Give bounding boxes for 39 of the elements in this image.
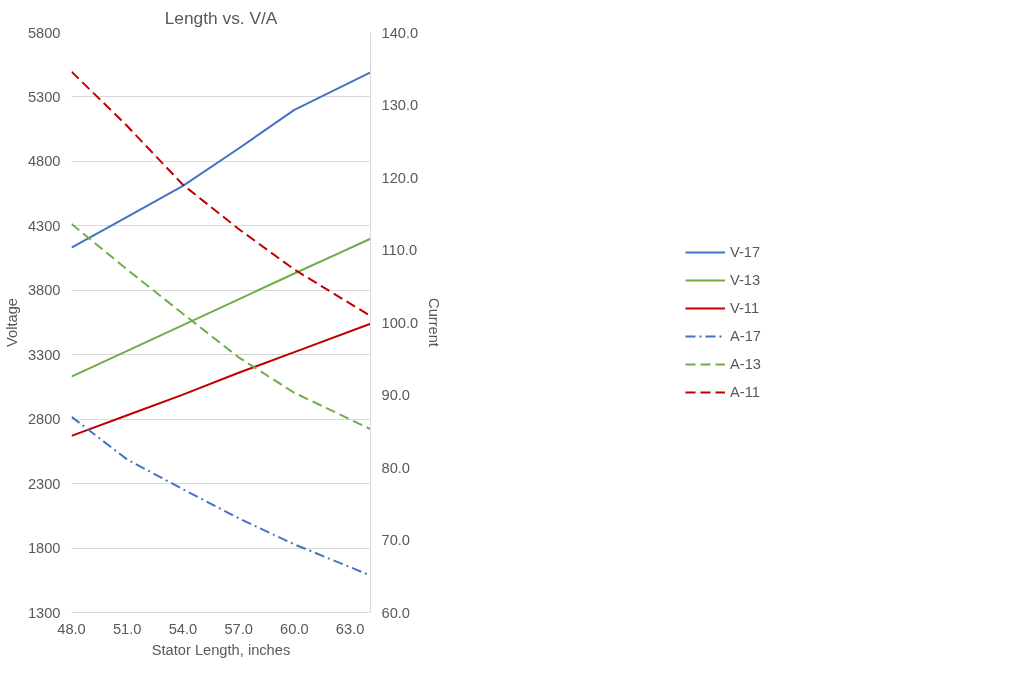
- line-series: [71, 222, 371, 431]
- line-series: [71, 70, 371, 317]
- x-tick-label: 48.0: [57, 620, 86, 637]
- x-tick-label: 57.0: [224, 620, 253, 637]
- y-tick-label: 4800: [27, 153, 61, 170]
- y-tick-label: 2300: [27, 475, 61, 492]
- legend-label: V-13: [730, 272, 762, 288]
- line-series: [71, 71, 371, 249]
- y2-tick-label: 140.0: [381, 24, 419, 41]
- y-axis-title: Voltage: [3, 298, 20, 347]
- y2-tick-label: 110.0: [381, 242, 418, 258]
- y2-tick-label: 80.0: [381, 459, 411, 476]
- y2-tick-label: 100.0: [381, 314, 419, 331]
- y-tick-label: 5300: [27, 88, 61, 105]
- x-tick-label: 54.0: [168, 620, 198, 637]
- x-axis-title: Stator Length, inches: [151, 641, 291, 658]
- y-tick-label: 3800: [27, 282, 61, 299]
- y2-tick-label: 70.0: [381, 532, 411, 548]
- y2-tick-label: 130.0: [381, 97, 419, 113]
- chart-title: Length vs. V/A: [164, 7, 278, 28]
- legend-label: V-17: [730, 244, 762, 260]
- line-series: [71, 322, 371, 437]
- y-tick-label: 1800: [27, 540, 61, 557]
- x-tick-label: 60.0: [280, 620, 309, 637]
- y2-tick-label: 90.0: [381, 387, 411, 403]
- y-tick-label: 4300: [27, 217, 61, 234]
- y2-axis-title: Current: [426, 298, 443, 347]
- y-tick-label: 1300: [27, 604, 61, 621]
- legend-label: A-17: [730, 328, 762, 344]
- y2-tick-label: 60.0: [381, 604, 411, 621]
- x-tick-label: 63.0: [335, 620, 365, 637]
- y-tick-label: 5800: [27, 24, 61, 41]
- y-tick-label: 3300: [27, 346, 61, 363]
- y2-tick-label: 120.0: [381, 169, 419, 186]
- legend-label: V-11: [730, 300, 761, 316]
- legend-label: A-11: [730, 384, 761, 400]
- legend-label: A-13: [730, 356, 762, 372]
- x-tick-label: 51.0: [112, 620, 142, 637]
- y-tick-label: 2800: [27, 411, 61, 428]
